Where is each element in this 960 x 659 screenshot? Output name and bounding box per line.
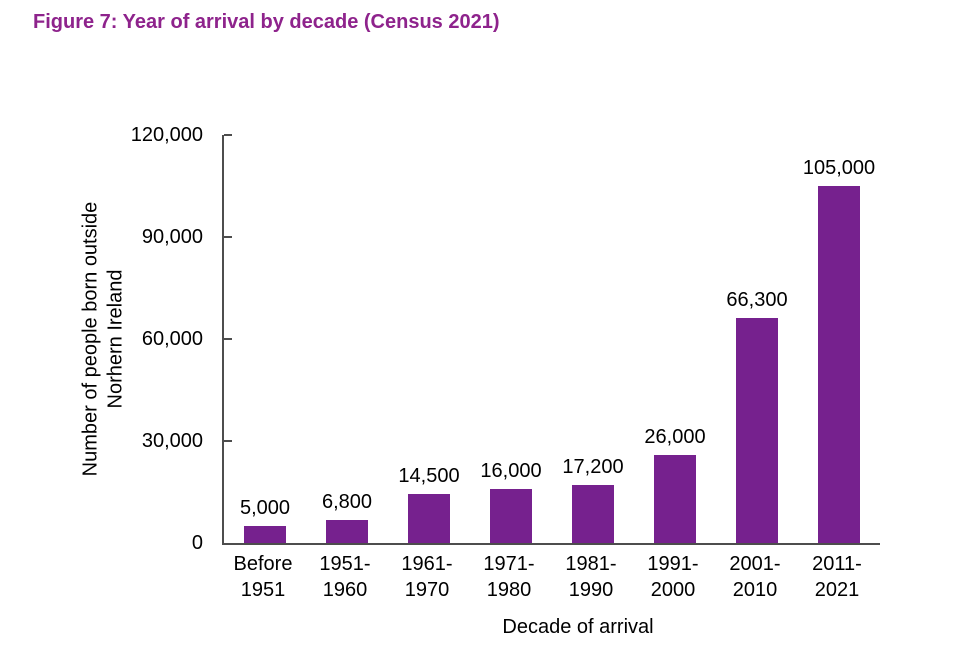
- bar-value-label: 66,300: [726, 288, 788, 311]
- bar-value-label: 14,500: [398, 464, 460, 487]
- bar-group-7: 66,300: [716, 135, 798, 543]
- bar: [490, 488, 532, 543]
- bar-value-label: 17,200: [562, 455, 624, 478]
- bar: [572, 484, 614, 543]
- bar-value-label: 105,000: [802, 157, 876, 179]
- x-tick-label: 1971- 1980: [483, 553, 535, 601]
- y-tick-label: 60,000: [141, 328, 203, 350]
- x-tick-label: 2001- 2010: [729, 553, 781, 601]
- bar-value-label: 16,000: [480, 459, 542, 482]
- bar: [818, 186, 860, 543]
- bar-group-4: 16,000: [470, 135, 552, 543]
- x-tick-label: 1951- 1960: [319, 553, 371, 601]
- bar-group-1: 5,000: [224, 135, 306, 543]
- y-tick-label: 120,000: [130, 124, 203, 146]
- bar-group-6: 26,000: [634, 135, 716, 543]
- bar-group-5: 17,200: [552, 135, 634, 543]
- y-tick-label: 0: [191, 532, 203, 554]
- bar: [408, 493, 450, 543]
- bar-value-label: 5,000: [239, 497, 291, 519]
- bar-group-2: 6,800: [306, 135, 388, 543]
- bar: [736, 317, 778, 543]
- y-tick-mark: [224, 134, 232, 136]
- y-tick-mark: [224, 236, 232, 238]
- x-tick-label: 1961- 1970: [401, 553, 453, 601]
- plot-area: 5,000 6,800 14,500 16,000 17,200 26,000 66,300…: [222, 134, 880, 545]
- bar: [326, 519, 368, 543]
- bar-value-label: 6,800: [321, 490, 373, 513]
- bar-group-3: 14,500: [388, 135, 470, 543]
- bar-group-8: 105,000: [798, 135, 880, 543]
- x-tick-label: 1991- 2000: [647, 553, 699, 601]
- y-tick-mark: [224, 338, 232, 340]
- bar: [654, 454, 696, 543]
- y-axis-tick-labels: 0 30,000 60,000 90,000 120,000: [0, 0, 203, 659]
- bar-value-label: 26,000: [644, 425, 706, 448]
- x-axis-title: Decade of arrival: [502, 616, 654, 638]
- y-tick-mark: [224, 440, 232, 442]
- x-tick-label: 1981- 1990: [565, 553, 617, 601]
- bar-series: 5,000 6,800 14,500 16,000 17,200 26,000 66,300…: [224, 135, 880, 543]
- figure-title: Figure 7: Year of arrival by decade (Cen…: [33, 11, 500, 33]
- x-tick-label: Before 1951: [233, 553, 293, 601]
- x-axis-tick-labels: Before 1951 1951- 1960 1961- 1970 1971- 1980 198…: [222, 551, 878, 603]
- x-tick-label: 2011- 2021: [812, 553, 862, 601]
- y-tick-label: 90,000: [141, 226, 203, 248]
- bar: [244, 526, 286, 543]
- y-tick-label: 30,000: [141, 430, 203, 452]
